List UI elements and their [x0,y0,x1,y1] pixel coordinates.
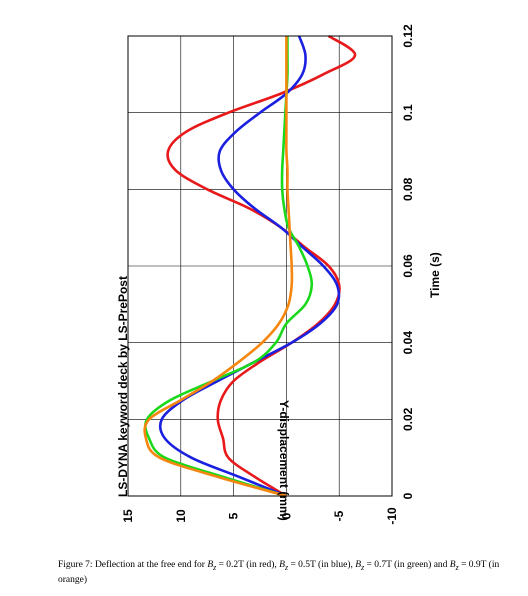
x-tick-label: 0.02 [401,407,415,431]
deflection-chart: 0 0.02 0.04 0.06 0.08 0.1 0.12 15 10 5 0 -5 -10 LS-D… [116,24,442,525]
tick-labels: 0 0.02 0.04 0.06 0.08 0.1 0.12 15 10 5 0 -5 -10 [121,24,415,525]
y-tick-label: 10 [174,509,188,523]
caption-part4: = 0.7T (in green) and [364,560,450,570]
chart-title: LS-DYNA keyword deck by LS-PrePost [116,276,130,497]
caption-part3: = 0.5T (in blue), [288,560,356,570]
caption-sub-z: z [361,562,365,572]
grid-lines [127,35,393,497]
x-tick-label: 0.12 [401,24,415,48]
y-axis-title: Y-displacement (mm) [277,400,291,521]
series-line-0 [166,34,357,498]
x-tick-label: 0 [401,492,415,499]
x-tick-label: 0.06 [401,254,415,278]
series-lines [143,34,357,498]
caption-sub-z: z [284,562,289,572]
caption-var-b: B [449,560,456,570]
plot-frame [127,35,393,497]
series-line-3 [143,36,294,498]
y-tick-label: -5 [332,510,346,521]
y-tick-label: 0 [279,512,293,519]
x-tick-label: 0.1 [401,104,415,121]
x-tick-label: 0.04 [401,331,415,355]
caption-var-b: B [207,560,214,570]
caption-sub-z: z [213,562,217,572]
series-line-1 [158,35,341,498]
caption-var-b: B [279,560,285,570]
caption-sub-z: z [455,562,459,572]
y-tick-label: 5 [227,512,241,519]
x-axis-title: Time (s) [428,252,442,298]
caption-part1: Figure 7: Deflection at the free end for [58,560,208,570]
caption-part5: = 0.9T (in orange) [58,560,500,585]
x-tick-label: 0.08 [401,177,415,201]
figure-caption: Figure 7: Deflection at the free end for… [58,559,508,586]
y-tick-label: 15 [121,509,135,523]
caption-part2: = 0.2T (in red), [216,560,280,570]
y-tick-label: -10 [385,507,399,525]
caption-var-b: B [355,560,362,570]
